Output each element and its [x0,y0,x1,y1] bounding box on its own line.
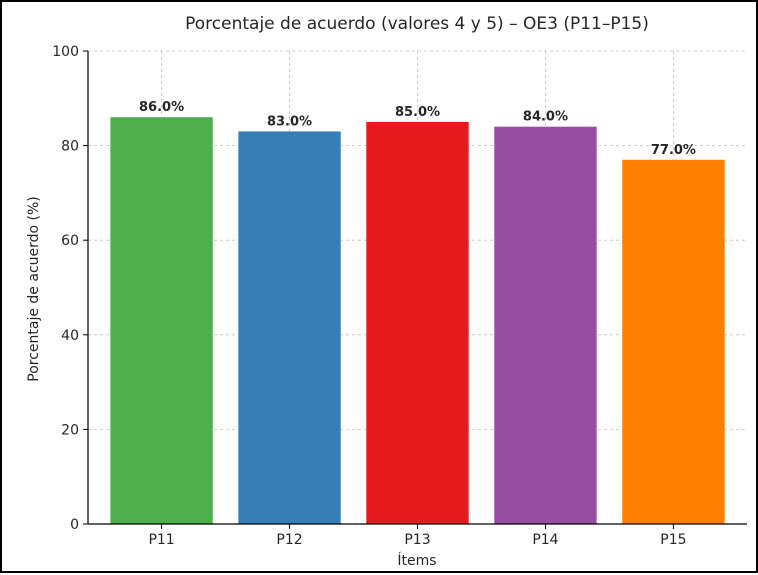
bar-p12 [238,131,341,524]
bar-p15 [622,159,725,525]
y-tick-label: 60 [61,233,79,249]
bars-group [110,117,725,525]
data-label-p11: 86.0% [139,100,184,115]
y-tick-label: 0 [70,517,79,533]
data-label-p13: 85.0% [395,105,440,120]
y-tick-label: 100 [52,44,79,60]
data-label-p12: 83.0% [267,114,312,129]
y-axis-label: Porcentaje de acuerdo (%) [26,196,42,382]
data-labels-group: 86.0% 83.0% 85.0% 84.0% 77.0% [139,100,696,158]
x-tick-label-p14: P14 [532,532,558,548]
x-tick-label-p15: P15 [660,532,686,548]
y-tick-label: 80 [61,139,79,155]
chart-title: Porcentaje de acuerdo (valores 4 y 5) – … [185,14,649,34]
bar-p13 [366,121,469,524]
y-ticks-group: 0 20 40 60 80 100 [52,44,88,533]
bar-p11 [110,117,213,524]
data-label-p15: 77.0% [651,143,696,158]
x-ticks-group: P11 P12 P13 P14 P15 [148,524,687,548]
x-tick-label-p12: P12 [276,532,302,548]
x-tick-label-p13: P13 [404,532,430,548]
x-axis-label: Ítems [397,552,436,569]
y-tick-label: 20 [61,422,79,438]
data-label-p14: 84.0% [523,110,568,125]
y-tick-label: 40 [61,328,79,344]
bar-p14 [494,126,597,525]
x-tick-label-p11: P11 [148,532,174,548]
